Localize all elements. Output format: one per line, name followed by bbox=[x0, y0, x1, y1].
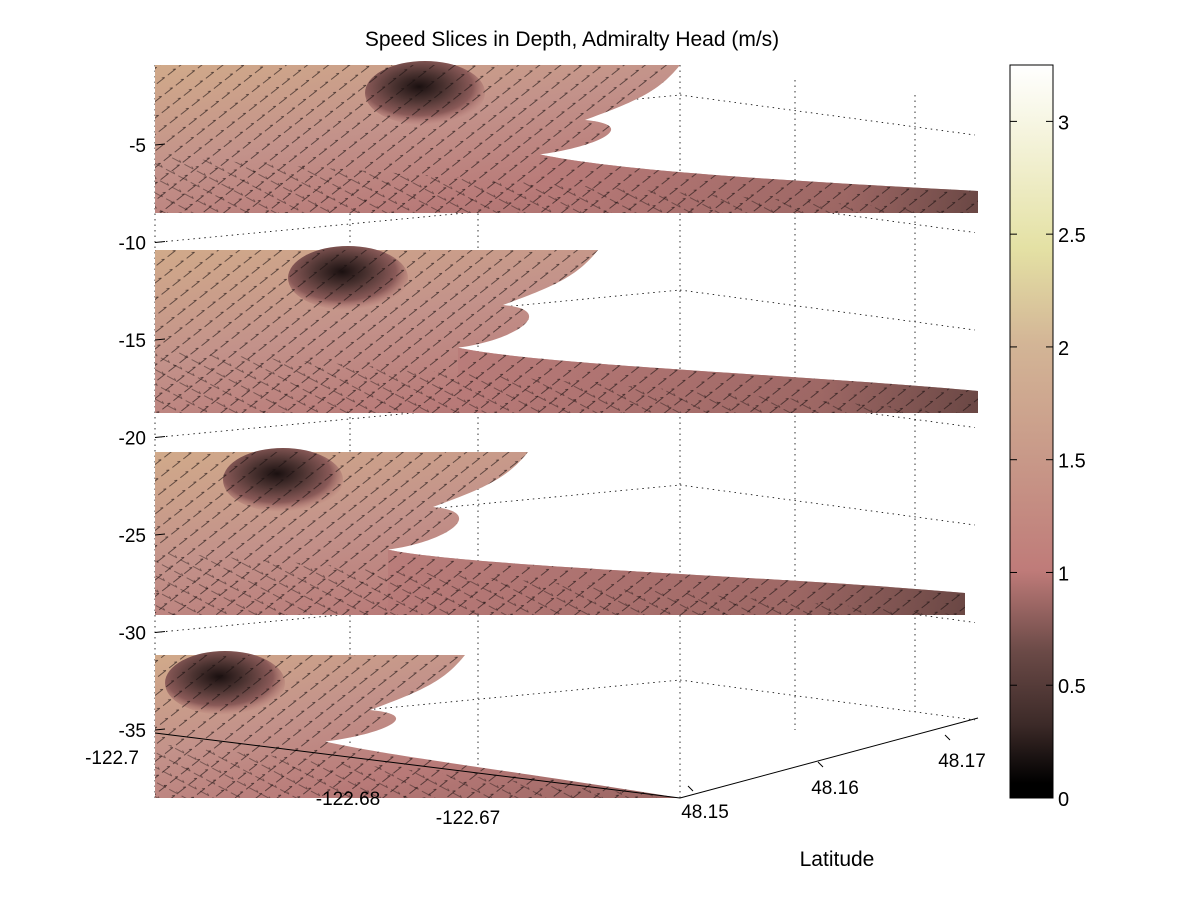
x-axis-line bbox=[154, 732, 681, 799]
x-tick-label: -122.67 bbox=[436, 808, 500, 829]
chart-title: Speed Slices in Depth, Admiralty Head (m… bbox=[365, 28, 779, 51]
colorbar-ticks: 0 0.5 1 1.5 2 2.5 3 bbox=[1010, 112, 1086, 811]
z-tick-label: -5 bbox=[129, 136, 146, 157]
y-tick-label: 48.16 bbox=[811, 778, 859, 799]
colorbar: 0 0.5 1 1.5 2 2.5 3 bbox=[1009, 64, 1086, 811]
z-tick bbox=[154, 338, 166, 341]
x-tick-label: -122.7 bbox=[85, 748, 139, 769]
z-tick-label: -25 bbox=[119, 526, 146, 547]
velocity-vectors-lower bbox=[155, 156, 978, 213]
colorbar-gradient bbox=[1009, 64, 1054, 799]
z-tick-label: -35 bbox=[119, 721, 146, 742]
depth-slice-3 bbox=[155, 448, 965, 615]
colorbar-tick-label: 0.5 bbox=[1058, 676, 1086, 698]
depth-slices bbox=[155, 61, 978, 798]
axes-3d bbox=[154, 717, 979, 799]
colorbar-tick-label: 3 bbox=[1058, 112, 1069, 134]
z-tick bbox=[154, 631, 166, 633]
z-tick bbox=[154, 143, 166, 146]
y-tick-label: 48.15 bbox=[681, 802, 729, 823]
depth-slice-1 bbox=[155, 61, 978, 213]
y-tick bbox=[817, 761, 824, 768]
grid-line bbox=[679, 679, 976, 721]
z-tick-label: -20 bbox=[119, 429, 146, 450]
axis-ticks: -5 -10 -15 -20 -25 -30 -35 -122.7 -122.68 -122.67… bbox=[85, 136, 986, 829]
latitude-axis-line bbox=[679, 717, 979, 799]
z-tick-label: -30 bbox=[119, 624, 146, 645]
y-tick bbox=[944, 734, 951, 741]
colorbar-tick-label: 1.5 bbox=[1058, 451, 1086, 473]
velocity-vectors-lower bbox=[155, 551, 965, 615]
grid-line bbox=[679, 289, 976, 331]
grid-line bbox=[679, 484, 976, 526]
z-tick bbox=[154, 533, 166, 536]
colorbar-tick-label: 2 bbox=[1058, 338, 1069, 360]
z-tick-label: -15 bbox=[119, 331, 146, 352]
colorbar-tick-label: 0 bbox=[1058, 789, 1069, 811]
z-tick-label: -10 bbox=[119, 234, 146, 255]
colorbar-tick-label: 1 bbox=[1058, 563, 1069, 585]
velocity-vectors-lower bbox=[155, 743, 680, 798]
z-tick bbox=[154, 436, 166, 438]
velocity-vectors-lower bbox=[155, 349, 978, 413]
x-tick-label: -122.68 bbox=[316, 789, 380, 810]
z-tick bbox=[154, 728, 166, 731]
y-tick bbox=[687, 785, 694, 792]
colorbar-tick-label: 2.5 bbox=[1058, 225, 1086, 247]
depth-slice-4 bbox=[155, 651, 680, 798]
depth-slice-2 bbox=[155, 246, 978, 413]
grid-line bbox=[679, 94, 976, 136]
latitude-axis-label: Latitude bbox=[800, 848, 875, 871]
z-tick bbox=[154, 241, 166, 243]
y-tick-label: 48.17 bbox=[938, 751, 986, 772]
